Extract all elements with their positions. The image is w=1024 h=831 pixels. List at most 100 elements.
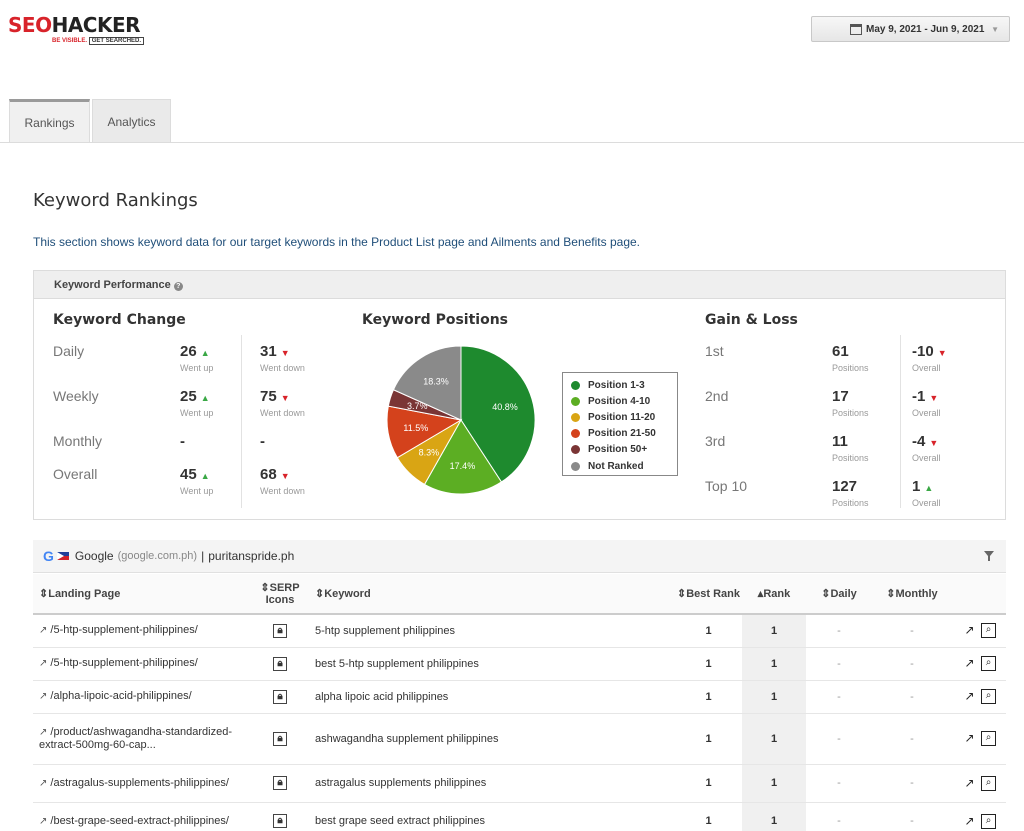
weekly-down-sub: Went down	[260, 408, 305, 418]
serp-search-icon[interactable]: ⌕	[981, 731, 996, 746]
legend-dot-icon	[571, 445, 580, 455]
rankings-table: ⇕Landing Page ⇕SERP Icons ⇕Keyword ⇕Best…	[33, 574, 1006, 831]
col-landing-page[interactable]: ⇕Landing Page	[33, 574, 245, 615]
col-keyword[interactable]: ⇕Keyword	[315, 574, 675, 615]
landing-page-cell[interactable]: ↗/5-htp-supplement-philippines/	[33, 614, 245, 648]
landing-page-cell[interactable]: ↗/5-htp-supplement-philippines/	[33, 647, 245, 681]
gain-top10-value: 127	[832, 478, 858, 495]
landing-page-link[interactable]: /product/ashwagandha-standardized-extrac…	[39, 725, 233, 751]
gain-2nd-delta: -1 ▼	[912, 388, 938, 405]
external-link-icon[interactable]: ↗	[39, 726, 48, 738]
serp-search-icon[interactable]: ⌕	[981, 656, 996, 671]
external-link-icon[interactable]: ↗	[39, 658, 48, 669]
daily-down-sub: Went down	[260, 363, 305, 373]
logo-hacker: HACKER	[51, 13, 141, 37]
trend-chart-icon[interactable]: ↗	[964, 656, 975, 670]
rank-cell: 1	[742, 647, 806, 681]
landing-page-cell[interactable]: ↗/best-grape-seed-extract-philippines/	[33, 802, 245, 831]
col-best-rank[interactable]: ⇕Best Rank	[675, 574, 742, 615]
monthly-cell: -	[872, 614, 952, 648]
legend-item[interactable]: Position 50+	[571, 442, 677, 458]
gain-3rd-label: 3rd	[705, 433, 726, 449]
landing-page-link[interactable]: /alpha-lipoic-acid-philippines/	[50, 690, 192, 702]
serp-search-icon[interactable]: ⌕	[981, 689, 996, 704]
tab-analytics[interactable]: Analytics	[92, 99, 171, 143]
legend-dot-icon	[571, 396, 580, 406]
daily-cell: -	[806, 614, 872, 648]
trend-chart-icon[interactable]: ↗	[964, 689, 975, 703]
serp-icons-cell: 🔒︎	[245, 680, 315, 714]
lock-icon[interactable]: 🔒︎	[273, 776, 287, 790]
monthly-up-value: -	[180, 433, 185, 450]
landing-page-link[interactable]: /best-grape-seed-extract-philippines/	[50, 814, 229, 827]
serp-search-icon[interactable]: ⌕	[981, 623, 996, 639]
calendar-icon	[850, 24, 862, 35]
monthly-down-value: -	[260, 433, 265, 450]
legend-item[interactable]: Position 11-20	[571, 409, 677, 425]
weekly-down-value: 75 ▼	[260, 388, 290, 405]
legend-label: Not Ranked	[588, 460, 644, 472]
pie-slice[interactable]	[392, 345, 462, 421]
col-rank[interactable]: ▴Rank	[742, 574, 806, 615]
lock-icon[interactable]: 🔒︎	[273, 814, 287, 828]
monthly-cell: -	[872, 713, 952, 765]
trend-chart-icon[interactable]: ↗	[964, 775, 975, 790]
gain-1st-label: 1st	[705, 343, 724, 359]
filter-icon[interactable]	[984, 551, 994, 561]
external-link-icon[interactable]: ↗	[39, 777, 48, 789]
gain-3rd-value: 11	[832, 433, 848, 450]
col-actions	[952, 574, 1006, 615]
gain-2nd-value: 17	[832, 388, 849, 405]
legend-item[interactable]: Not Ranked	[571, 458, 677, 474]
page-title: Keyword Rankings	[33, 190, 198, 211]
landing-page-link[interactable]: /astragalus-supplements-philippines/	[50, 776, 229, 789]
external-link-icon[interactable]: ↗	[39, 815, 48, 827]
landing-page-cell[interactable]: ↗/astragalus-supplements-philippines/	[33, 764, 245, 803]
overall-up-sub: Went up	[180, 486, 214, 496]
keyword-positions-pie-chart: 40.8% 17.4% 8.3% 11.5% 3.7% 18.3%	[386, 345, 536, 495]
lock-icon[interactable]: 🔒︎	[273, 623, 287, 638]
gain-top10-delta-number: 1	[912, 478, 921, 495]
lock-icon[interactable]: 🔒︎	[273, 731, 287, 746]
arrow-up-icon: ▲	[200, 471, 210, 481]
trend-chart-icon[interactable]: ↗	[964, 731, 975, 745]
landing-page-cell[interactable]: ↗/alpha-lipoic-acid-philippines/	[33, 680, 245, 714]
overall-down-number: 68	[260, 466, 277, 483]
monthly-cell: -	[872, 802, 952, 831]
lock-icon[interactable]: 🔒︎	[273, 689, 287, 704]
gain-top10-label: Top 10	[705, 478, 748, 494]
pie-slice-label: 17.4%	[450, 461, 476, 471]
external-link-icon[interactable]: ↗	[39, 691, 48, 702]
pie-slice-label: 40.8%	[492, 402, 518, 412]
info-icon[interactable]: ?	[173, 282, 183, 291]
pie-slice[interactable]	[423, 419, 503, 495]
legend-item[interactable]: Position 4-10	[571, 393, 677, 409]
landing-page-link[interactable]: /5-htp-supplement-philippines/	[50, 657, 198, 669]
external-link-icon[interactable]: ↗	[39, 625, 48, 637]
trend-chart-icon[interactable]: ↗	[964, 813, 975, 828]
arrow-down-icon: ▼	[280, 348, 290, 358]
col-serp-icons[interactable]: ⇕SERP Icons	[245, 574, 315, 615]
daily-down-value: 31 ▼	[260, 343, 290, 360]
monthly-cell: -	[872, 764, 952, 803]
seohacker-logo[interactable]: SEOHACKER BE VISIBLE. GET SEARCHED.	[8, 13, 145, 45]
weekly-down-number: 75	[260, 388, 277, 405]
serp-search-icon[interactable]: ⌕	[981, 775, 996, 791]
legend-item[interactable]: Position 21-50	[571, 426, 677, 442]
landing-page-link[interactable]: /5-htp-supplement-philippines/	[50, 624, 198, 637]
date-range-picker[interactable]: May 9, 2021 - Jun 9, 2021 ▼	[811, 16, 1010, 42]
legend-item[interactable]: Position 1-3	[571, 377, 677, 393]
col-monthly[interactable]: ⇕Monthly	[872, 574, 952, 615]
gain-1st-value: 61	[832, 343, 849, 360]
arrow-down-icon: ▼	[929, 438, 939, 448]
col-daily[interactable]: ⇕Daily	[806, 574, 872, 615]
tab-rankings[interactable]: Rankings	[9, 99, 90, 143]
search-engine-bar: G Google (google.com.ph) | puritanspride…	[33, 540, 1006, 573]
landing-page-cell[interactable]: ↗/product/ashwagandha-standardized-extra…	[33, 713, 245, 765]
trend-chart-icon[interactable]: ↗	[964, 623, 975, 638]
gain-1st-delta-sub: Overall	[912, 363, 941, 373]
serp-icons-cell: 🔒︎	[245, 802, 315, 831]
section-description: This section shows keyword data for our …	[33, 235, 641, 249]
lock-icon[interactable]: 🔒︎	[273, 656, 287, 671]
serp-search-icon[interactable]: ⌕	[981, 813, 996, 829]
